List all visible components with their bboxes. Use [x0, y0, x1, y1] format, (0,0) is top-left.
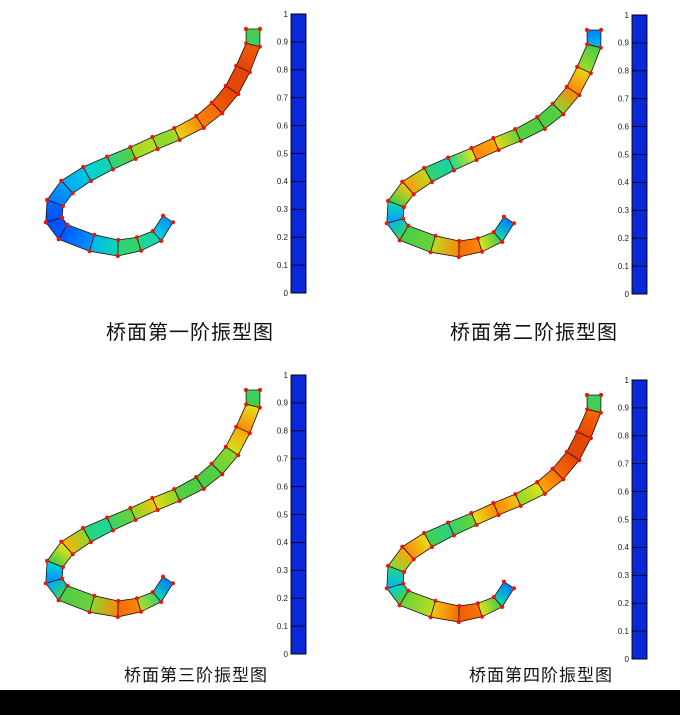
- bridge-deck-ribbon: [384, 392, 604, 625]
- colorbar-tick-label: 0.3: [618, 571, 630, 580]
- bridge-deck-ribbon: [43, 387, 263, 620]
- colorbar: 1 0.9 0.8 0.7 0.6 0.5 0.4 0.3 0.2 0.1 0: [277, 371, 307, 659]
- colorbar-tick-label: 0.8: [618, 67, 630, 76]
- mode-shape-panel-1: 1 0.9 0.8 0.7 0.6 0.5 0.4 0.3 0.2 0.1 0: [0, 0, 340, 310]
- colorbar-tick-label: 0.9: [277, 38, 289, 47]
- colorbar-tick-label: 0.5: [618, 150, 630, 159]
- colorbar: 1 0.9 0.8 0.7 0.6 0.5 0.4 0.3 0.2 0.1 0: [618, 11, 648, 299]
- colorbar-tick-label: 0: [284, 650, 289, 659]
- colorbar-tick-label: 0: [625, 655, 630, 664]
- colorbar-tick-label: 0.2: [618, 234, 630, 243]
- colorbar-tick-label: 0.4: [618, 178, 630, 187]
- colorbar-tick-label: 0.2: [277, 233, 289, 242]
- mode-shape-plot-2: 1 0.9 0.8 0.7 0.6 0.5 0.4 0.3 0.2 0.1 0: [384, 11, 648, 299]
- colorbar: 1 0.9 0.8 0.7 0.6 0.5 0.4 0.3 0.2 0.1 0: [618, 376, 648, 664]
- colorbar-tick-label: 0.3: [277, 566, 289, 575]
- colorbar-tick-label: 0.6: [618, 122, 630, 131]
- colorbar-tick-label: 0.8: [618, 432, 630, 441]
- colorbar-tick-label: 0.7: [277, 455, 289, 464]
- figure-caption-mode-1: 桥面第一阶振型图: [106, 322, 274, 344]
- colorbar-tick-label: 1: [284, 371, 289, 380]
- colorbar-tick-label: 0.1: [277, 261, 289, 270]
- colorbar-tick-label: 0.4: [277, 538, 289, 547]
- bottom-black-bar: [0, 690, 680, 715]
- colorbar-tick-label: 0.7: [618, 95, 630, 104]
- colorbar-tick-label: 0: [625, 290, 630, 299]
- colorbar-tick-label: 1: [625, 376, 630, 385]
- colorbar-tick-label: 0.4: [277, 177, 289, 186]
- colorbar-tick-label: 0.7: [277, 94, 289, 103]
- mode-shape-plot-3: 1 0.9 0.8 0.7 0.6 0.5 0.4 0.3 0.2 0.1 0: [43, 371, 307, 659]
- colorbar: 1 0.9 0.8 0.7 0.6 0.5 0.4 0.3 0.2 0.1 0: [277, 10, 307, 298]
- mode-shape-plot-4: 1 0.9 0.8 0.7 0.6 0.5 0.4 0.3 0.2 0.1 0: [384, 376, 648, 664]
- colorbar-tick-label: 0.9: [618, 39, 630, 48]
- colorbar-tick-label: 0.6: [618, 487, 630, 496]
- colorbar-tick-label: 0.8: [277, 427, 289, 436]
- figure-caption-mode-3: 桥面第三阶振型图: [124, 666, 268, 685]
- mode-shape-plot-1: 1 0.9 0.8 0.7 0.6 0.5 0.4 0.3 0.2 0.1 0: [43, 10, 307, 298]
- colorbar-tick-label: 0.3: [277, 205, 289, 214]
- colorbar-tick-label: 1: [625, 11, 630, 20]
- colorbar-tick-label: 0.3: [618, 206, 630, 215]
- colorbar-tick-label: 0.1: [618, 627, 630, 636]
- figure-caption-mode-4: 桥面第四阶振型图: [469, 666, 613, 685]
- colorbar-tick-label: 0.2: [277, 594, 289, 603]
- bridge-deck-ribbon: [384, 27, 604, 260]
- colorbar-tick-label: 0.7: [618, 460, 630, 469]
- colorbar-tick-label: 0.5: [277, 510, 289, 519]
- bridge-deck-ribbon: [43, 26, 263, 259]
- colorbar-tick-label: 0.2: [618, 599, 630, 608]
- colorbar-tick-label: 0: [284, 289, 289, 298]
- colorbar-tick-label: 0.5: [277, 149, 289, 158]
- colorbar-tick-label: 0.6: [277, 482, 289, 491]
- colorbar-tick-label: 0.6: [277, 121, 289, 130]
- colorbar-tick-label: 1: [284, 10, 289, 19]
- colorbar-tick-label: 0.9: [277, 399, 289, 408]
- colorbar-tick-label: 0.5: [618, 515, 630, 524]
- colorbar-tick-label: 0.9: [618, 404, 630, 413]
- mode-shape-panel-2: 1 0.9 0.8 0.7 0.6 0.5 0.4 0.3 0.2 0.1 0: [341, 1, 680, 311]
- colorbar-tick-label: 0.4: [618, 543, 630, 552]
- mode-shape-panel-3: 1 0.9 0.8 0.7 0.6 0.5 0.4 0.3 0.2 0.1 0: [0, 361, 340, 671]
- colorbar-tick-label: 0.8: [277, 66, 289, 75]
- mode-shape-panel-4: 1 0.9 0.8 0.7 0.6 0.5 0.4 0.3 0.2 0.1 0: [341, 366, 680, 676]
- colorbar-tick-label: 0.1: [618, 262, 630, 271]
- colorbar-tick-label: 0.1: [277, 622, 289, 631]
- figure-caption-mode-2: 桥面第二阶振型图: [450, 322, 618, 344]
